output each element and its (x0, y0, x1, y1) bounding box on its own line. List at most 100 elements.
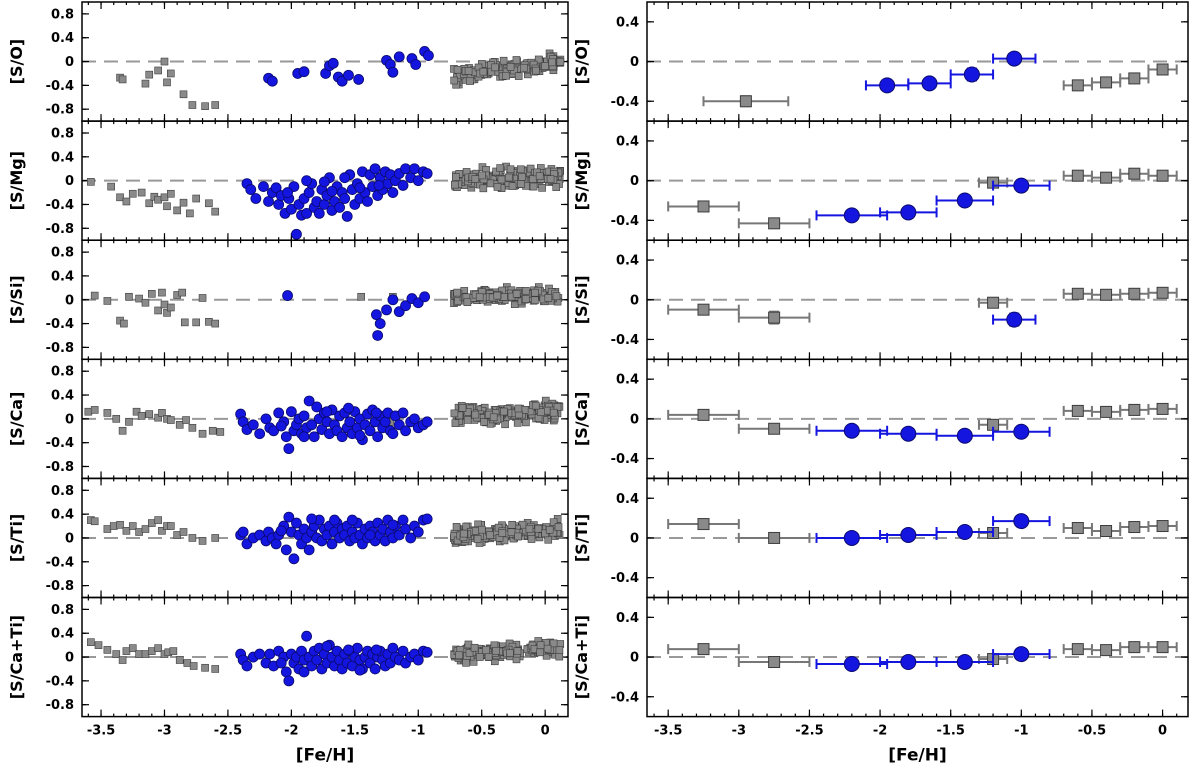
sample-point (254, 648, 266, 660)
literature-point (489, 413, 498, 422)
literature-point (141, 298, 150, 307)
sample-point (400, 300, 411, 312)
literature-point (498, 529, 507, 537)
panel-0: 0.8 0.4 0 -0.4 -0.8 [S/O] (7, 1, 569, 122)
literature-point (154, 66, 162, 75)
sample-point (343, 644, 354, 656)
literature-point (205, 199, 213, 208)
sample-point (412, 526, 424, 538)
literature-bin-point (1156, 286, 1169, 299)
sample-point (387, 642, 399, 654)
literature-point (211, 665, 220, 673)
literature-point (167, 416, 175, 424)
x-tick-label: -1 (1014, 724, 1028, 739)
literature-point (188, 101, 197, 109)
literature-bin-point (1100, 644, 1113, 657)
literature-point (502, 71, 510, 80)
y-tick-label: 0.8 (51, 246, 74, 261)
literature-point (107, 182, 115, 191)
literature-point (103, 525, 112, 533)
y-tick-label: 0 (65, 55, 74, 70)
sample-point (283, 443, 295, 455)
literature-point (118, 75, 127, 84)
literature-point (506, 63, 515, 71)
sample-bin-point (900, 425, 917, 442)
y-tick-label: -0.4 (611, 690, 639, 705)
x-tick-label: -1.5 (936, 724, 964, 739)
literature-point (452, 173, 460, 181)
sample-point (280, 666, 292, 678)
literature-point (522, 418, 530, 427)
sample-bin-point (1013, 646, 1030, 663)
literature-point (544, 535, 553, 544)
sample-point (397, 645, 409, 657)
x-tick-label: 0 (541, 724, 550, 739)
literature-point (128, 522, 137, 530)
literature-bin-point (1100, 405, 1113, 418)
sample-point (327, 57, 339, 69)
x-tick-label: -3.5 (654, 724, 682, 739)
literature-point (552, 183, 561, 191)
sample-point (283, 511, 295, 523)
literature-point (478, 525, 486, 534)
sample-bin-point (900, 204, 917, 221)
panel-3: 0.4 0 -0.4 [S/Ca] (572, 358, 1189, 480)
y-tick-label: -0.4 (46, 198, 74, 213)
y-axis-label: [S/Si] (7, 275, 26, 324)
literature-point (516, 165, 525, 174)
sample-point (241, 660, 253, 672)
y-tick-label: 0.4 (51, 389, 74, 404)
literature-point (179, 528, 188, 536)
y-axis-label: [S/Mg] (572, 151, 591, 210)
literature-point (211, 207, 220, 216)
literature-bin-point (1128, 72, 1141, 85)
literature-point (90, 406, 99, 414)
literature-point (513, 419, 522, 427)
literature-point (141, 79, 150, 88)
literature-point (482, 646, 490, 655)
y-tick-label: -0.4 (611, 333, 639, 348)
sample-point (264, 648, 276, 660)
y-tick-label: 0.8 (51, 365, 74, 380)
sample-point (353, 74, 365, 85)
y-tick-label: -0.4 (46, 674, 74, 689)
literature-point (103, 409, 112, 417)
literature-point (484, 652, 493, 661)
literature-bin-point (1100, 171, 1113, 184)
literature-bin-point (1128, 521, 1141, 534)
literature-point (158, 527, 166, 535)
sample-point (344, 416, 356, 428)
literature-point (538, 184, 546, 192)
literature-point (178, 288, 187, 297)
sample-point (364, 529, 376, 541)
y-tick-label: 0.4 (616, 492, 639, 507)
x-tick-label: -3 (732, 724, 746, 739)
y-tick-label: -0.4 (611, 452, 639, 467)
sample-point (412, 175, 424, 187)
sample-point (409, 413, 420, 425)
literature-point (537, 408, 545, 416)
sample-point (303, 395, 315, 407)
literature-point (158, 409, 166, 417)
literature-point (521, 295, 530, 303)
literature-point (465, 649, 474, 657)
sample-point (254, 428, 266, 440)
sample-point (370, 407, 382, 419)
x-tick-label: -3 (157, 724, 171, 739)
literature-point (160, 300, 169, 309)
literature-bin-point (1156, 402, 1169, 415)
sample-point (285, 203, 297, 215)
literature-point (555, 646, 564, 654)
literature-point (122, 647, 131, 655)
sample-point (354, 182, 366, 194)
literature-point (179, 90, 188, 99)
literature-bin-point (1071, 643, 1084, 656)
literature-point (211, 319, 220, 328)
y-tick-label: 0.8 (51, 7, 74, 22)
sample-point (409, 163, 420, 175)
literature-point (531, 401, 540, 410)
y-tick-label: 0.4 (616, 15, 639, 30)
literature-point (90, 517, 99, 526)
y-tick-label: -0.4 (611, 214, 639, 229)
sample-bin-point (956, 427, 973, 444)
